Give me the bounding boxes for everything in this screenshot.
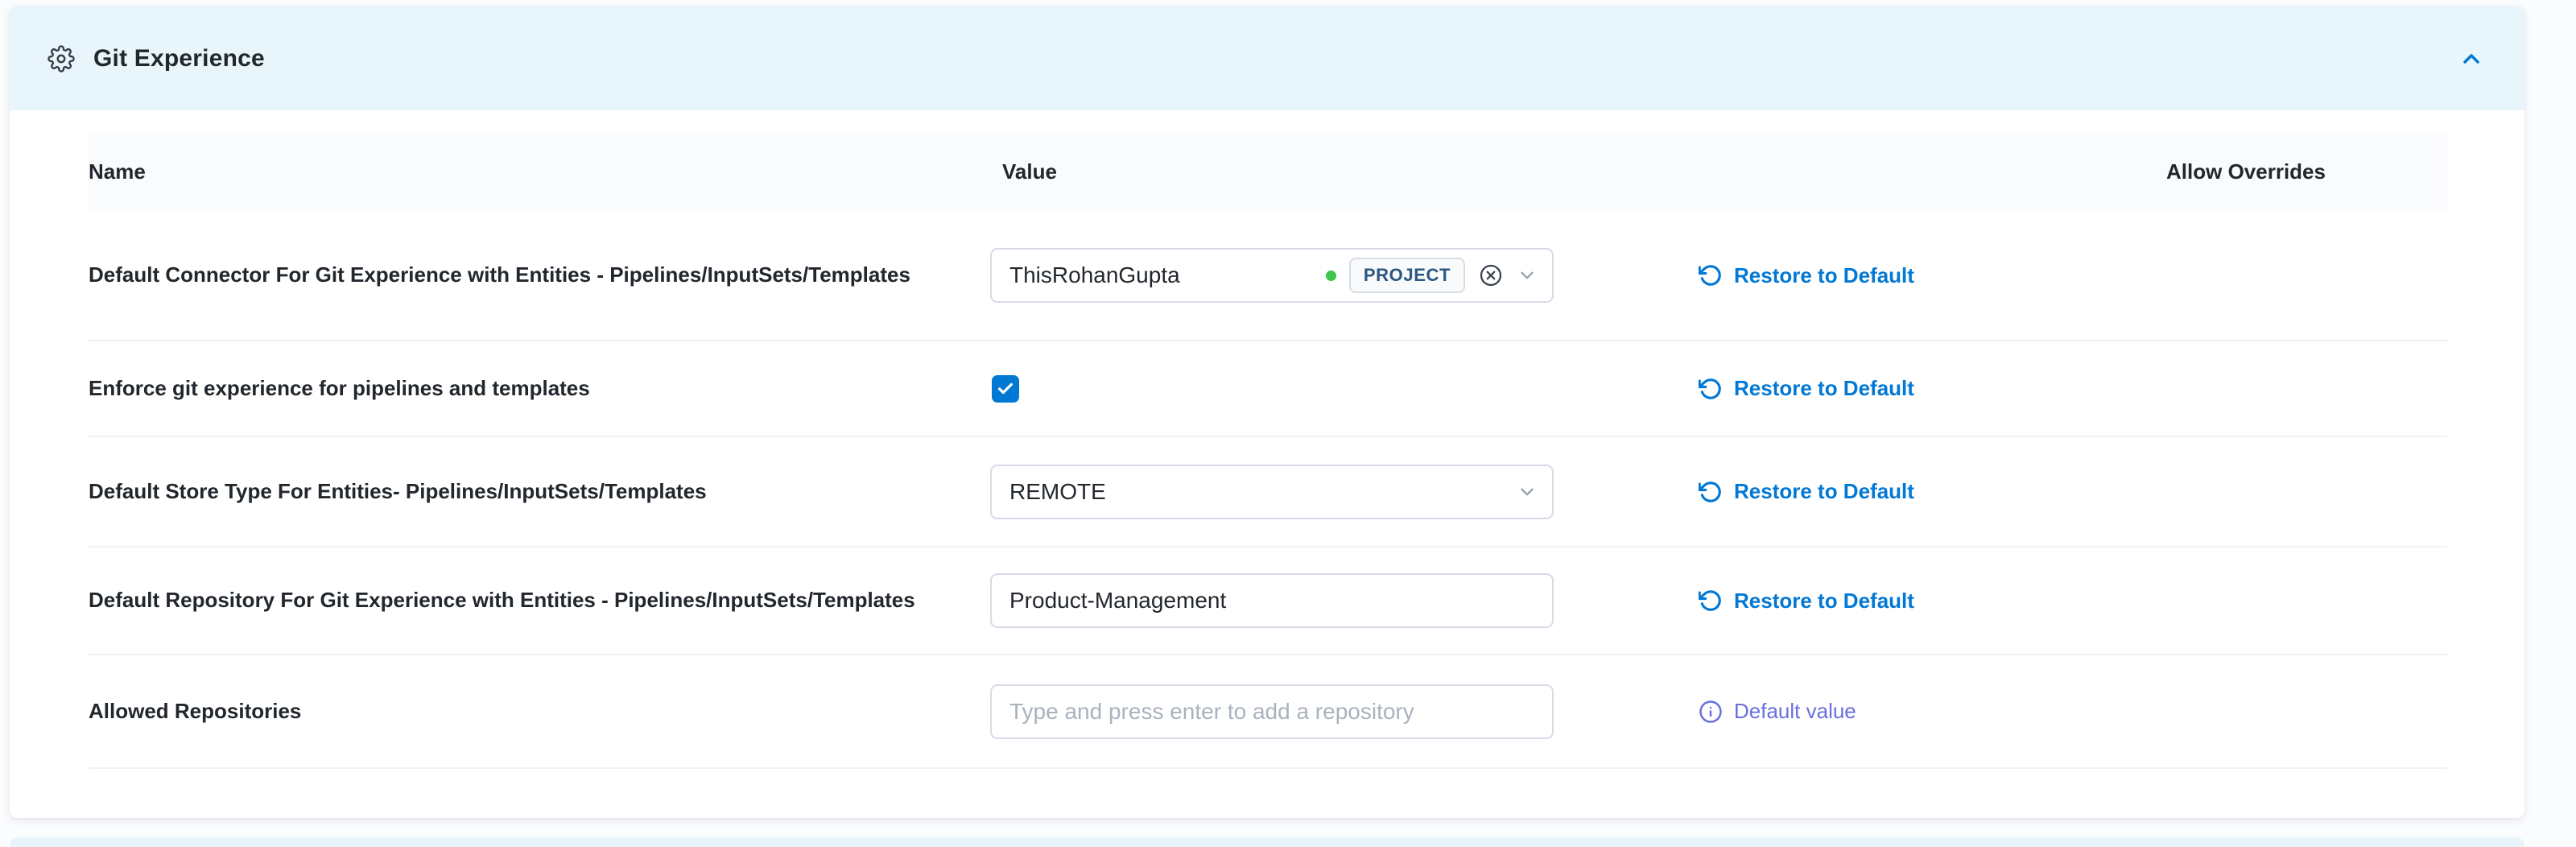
clear-connector-icon[interactable]	[1478, 262, 1504, 288]
table-row: Default Repository For Git Experience wi…	[89, 547, 2447, 655]
column-header-value: Value	[1002, 159, 1057, 184]
check-icon	[998, 382, 1013, 394]
git-experience-settings-card: Git Experience Name Value Allow Override…	[10, 6, 2524, 818]
table-row: Default Connector For Git Experience wit…	[89, 211, 2447, 341]
chevron-down-icon[interactable]	[1517, 265, 1538, 286]
allowed-repositories-input[interactable]	[990, 684, 1554, 739]
collapse-section-button[interactable]	[2454, 41, 2489, 76]
restore-icon	[1699, 265, 1721, 286]
connector-status-dot	[1325, 270, 1336, 281]
chevron-up-icon	[2463, 53, 2479, 64]
table-row: Enforce git experience for pipelines and…	[89, 341, 2447, 437]
restore-to-default-button[interactable]: Restore to Default	[1699, 479, 2045, 504]
next-section-header-peek[interactable]	[10, 837, 2524, 847]
store-type-value: REMOTE	[1009, 478, 1106, 504]
info-icon	[1699, 700, 1722, 723]
table-row: Allowed Repositories Default value	[89, 655, 2447, 769]
column-header-allow-overrides: Allow Overrides	[2166, 159, 2326, 184]
default-repository-input[interactable]	[990, 573, 1554, 628]
default-value-indicator[interactable]: Default value	[1699, 699, 2045, 724]
table-row: Default Store Type For Entities- Pipelin…	[89, 437, 2447, 547]
restore-to-default-button[interactable]: Restore to Default	[1699, 263, 2045, 288]
enforce-git-checkbox[interactable]	[992, 374, 1019, 403]
connector-value: ThisRohanGupta	[1009, 262, 1180, 287]
setting-name-enforce-git: Enforce git experience for pipelines and…	[89, 375, 590, 400]
section-title: Git Experience	[93, 44, 265, 72]
restore-icon	[1699, 378, 1721, 399]
gear-icon	[47, 44, 76, 73]
restore-icon	[1699, 481, 1721, 502]
setting-name-default-repository: Default Repository For Git Experience wi…	[89, 588, 915, 613]
store-type-select[interactable]: REMOTE	[990, 464, 1554, 519]
restore-to-default-button[interactable]: Restore to Default	[1699, 376, 2045, 401]
column-header-name: Name	[89, 159, 146, 184]
section-header-git-experience[interactable]: Git Experience	[10, 6, 2524, 110]
setting-name-allowed-repositories: Allowed Repositories	[89, 698, 302, 723]
setting-name-default-store-type: Default Store Type For Entities- Pipelin…	[89, 478, 707, 503]
connector-select-field[interactable]: ThisRohanGupta PROJECT	[990, 248, 1554, 303]
scope-badge: PROJECT	[1348, 258, 1465, 293]
settings-table: Name Value Allow Overrides Default Conne…	[10, 110, 2524, 769]
restore-icon	[1699, 590, 1721, 611]
table-header-row: Name Value Allow Overrides	[89, 133, 2447, 211]
chevron-down-icon	[1517, 481, 1538, 502]
restore-to-default-button[interactable]: Restore to Default	[1699, 589, 2045, 614]
setting-name-default-connector: Default Connector For Git Experience wit…	[89, 262, 910, 287]
